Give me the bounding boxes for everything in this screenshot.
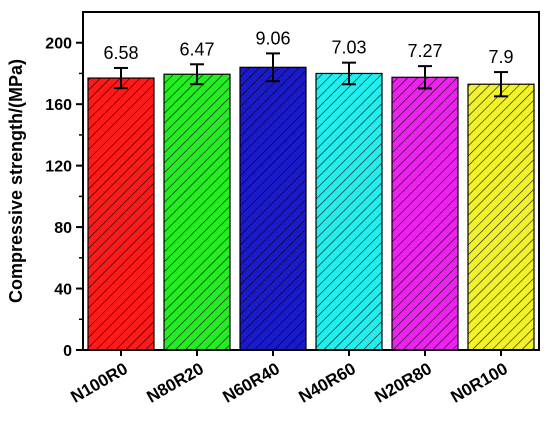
data-label-N20R80: 7.27 [407,41,442,61]
x-tick-label-N60R40: N60R40 [219,359,283,407]
bar-N60R40 [239,66,307,351]
y-tick-label-80: 80 [54,220,72,237]
data-label-N80R20: 6.47 [179,39,214,59]
error-bar-N80R20 [190,63,204,86]
data-label-N40R60: 7.03 [331,38,366,58]
y-tick-label-120: 120 [45,159,72,176]
y-tick-label-0: 0 [63,343,72,360]
plot-frame [82,11,540,351]
y-tick-label-40: 40 [54,282,72,299]
bar-N80R20 [163,73,231,351]
error-bar-N100R0 [114,66,128,90]
bar-N20R80 [391,76,459,351]
error-bar-N40R60 [342,61,356,86]
x-tick-label-N0R100: N0R100 [447,359,511,407]
data-label-N0R100: 7.9 [488,47,513,67]
y-axis: 0 40 80 120 160 200 [45,36,83,360]
bars-group [87,66,535,351]
data-labels-group: 6.58 6.47 9.06 7.03 7.27 7.9 [103,28,513,67]
bar-N0R100 [467,83,535,351]
bar-N40R60 [315,72,383,351]
x-tick-label-N80R20: N80R20 [143,359,207,407]
x-axis: N100R0 N80R20 N60R40 N40R60 N20R80 N0R100 [67,350,511,407]
data-label-N100R0: 6.58 [103,43,138,63]
x-tick-label-N20R80: N20R80 [371,359,435,407]
bar-N100R0 [87,77,155,351]
error-bar-N0R100 [494,71,508,98]
error-bar-N60R40 [266,52,280,83]
x-tick-label-N40R60: N40R60 [295,359,359,407]
y-tick-label-160: 160 [45,97,72,114]
data-label-N60R40: 9.06 [255,28,290,48]
error-bars-group [114,52,508,98]
y-axis-title: Compressive strength/(MPa) [6,59,26,303]
x-tick-label-N100R0: N100R0 [67,359,131,407]
error-bar-N20R80 [418,65,432,90]
y-tick-label-200: 200 [45,36,72,53]
